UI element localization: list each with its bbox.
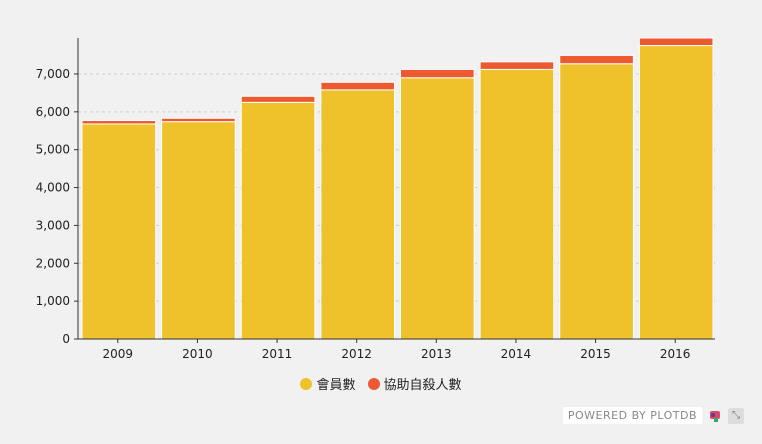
bar-members-2014 — [479, 68, 555, 340]
bar-assisted-2013 — [400, 68, 475, 79]
legend-swatch-assisted — [367, 377, 380, 390]
y-tick-label-5: 5,000 — [36, 143, 70, 157]
legend: 會員數 協助自殺人數 — [0, 374, 762, 393]
plotdb-logo-icon — [710, 410, 720, 422]
x-tick-label-2014: 2014 — [501, 347, 532, 361]
bar-members-2009 — [81, 123, 157, 340]
y-tick-label-3: 3,000 — [36, 218, 70, 232]
y-tick-label-2: 2,000 — [36, 256, 70, 270]
bar-assisted-2010 — [161, 117, 236, 123]
y-tick-label-4: 4,000 — [36, 181, 70, 195]
expand-icon[interactable]: ⤡ — [728, 407, 744, 424]
bar-members-2010 — [161, 121, 236, 340]
y-tick-label-6: 6,000 — [36, 105, 70, 119]
legend-item-assisted[interactable]: 協助自殺人數 — [367, 374, 462, 393]
x-tick-label-2009: 2009 — [103, 347, 134, 361]
bar-assisted-2011 — [240, 95, 316, 103]
bar-members-2012 — [320, 89, 395, 340]
bar-members-2016 — [638, 45, 714, 340]
legend-swatch-members — [300, 377, 313, 390]
legend-label-assisted: 協助自殺人數 — [383, 378, 462, 393]
x-tick-label-2010: 2010 — [182, 347, 213, 361]
bar-assisted-2012 — [320, 81, 395, 91]
y-tick-label-7: 7,000 — [36, 67, 70, 81]
x-tick-label-2016: 2016 — [660, 347, 691, 361]
x-tick-label-2015: 2015 — [580, 347, 611, 361]
x-tick-label-2011: 2011 — [262, 347, 293, 361]
bar-members-2013 — [400, 77, 475, 340]
bar-assisted-2009 — [81, 120, 157, 125]
y-tick-label-0: 0 — [62, 332, 70, 346]
bar-members-2015 — [559, 63, 634, 340]
y-tick-label-1: 1,000 — [36, 294, 70, 308]
legend-item-members[interactable]: 會員數 — [300, 374, 356, 393]
x-tick-label-2012: 2012 — [341, 347, 372, 361]
bar-assisted-2016 — [638, 37, 714, 47]
powered-by-badge[interactable]: POWERED BY PLOTDB ⤡ — [562, 407, 744, 424]
legend-label-members: 會員數 — [316, 378, 356, 393]
bar-assisted-2014 — [479, 61, 555, 70]
x-tick-label-2013: 2013 — [421, 347, 452, 361]
powered-by-text[interactable]: POWERED BY PLOTDB — [562, 407, 702, 424]
bar-members-2011 — [240, 101, 316, 340]
bar-assisted-2015 — [559, 54, 634, 65]
